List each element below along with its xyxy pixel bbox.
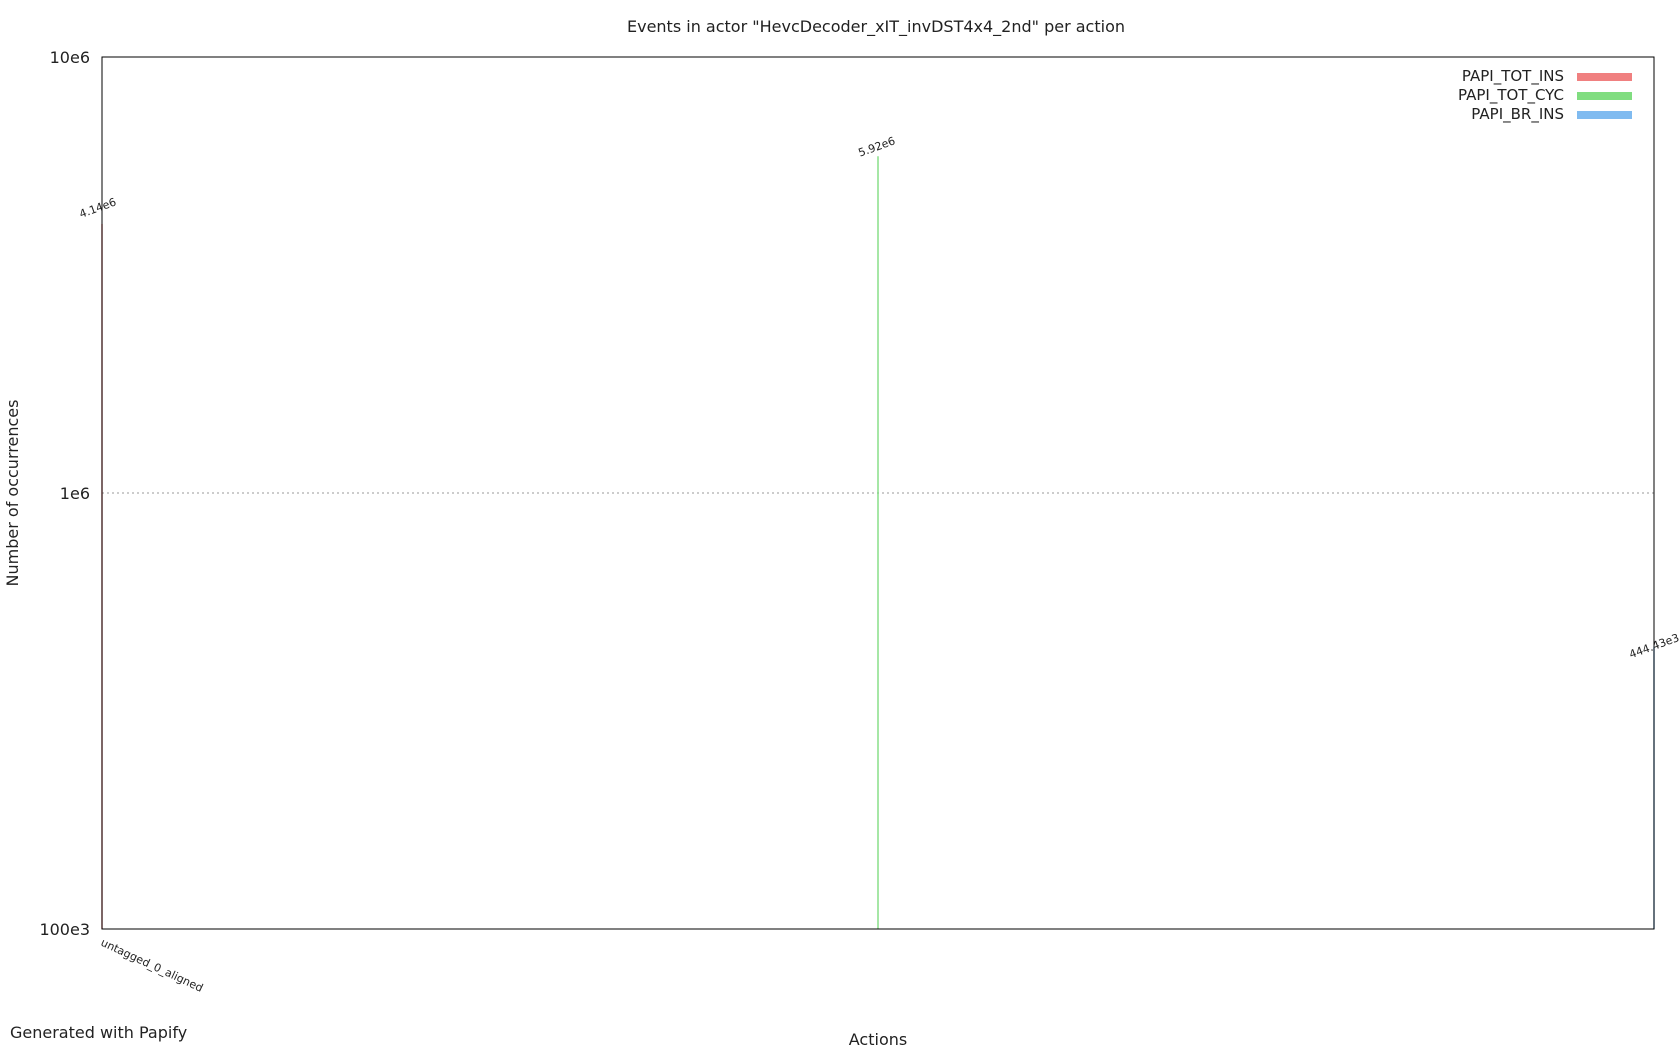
y-axis-ticks: 100e3 1e6 10e6 (39, 48, 90, 939)
x-axis-categories: untagged_0_aligned (99, 936, 205, 995)
y-tick-label: 10e6 (50, 48, 90, 67)
value-label-PAPI_TOT_INS: 4.14e6 (78, 196, 118, 221)
y-tick-label: 100e3 (39, 920, 90, 939)
plot-area (101, 56, 1655, 930)
bars (101, 156, 1655, 929)
y-axis-label: Number of occurrences (3, 400, 22, 587)
chart-title: Events in actor "HevcDecoder_xIT_invDST4… (627, 17, 1125, 37)
legend-label-PAPI_TOT_INS: PAPI_TOT_INS (1462, 67, 1564, 86)
legend-swatch-PAPI_TOT_INS (1577, 73, 1632, 81)
x-axis-label: Actions (849, 1030, 907, 1049)
legend-swatch-PAPI_TOT_CYC (1577, 92, 1632, 100)
value-label-PAPI_TOT_CYC: 5.92e6 (857, 134, 897, 159)
x-tick-label: untagged_0_aligned (99, 936, 205, 995)
footer-credit: Generated with Papify (10, 1023, 187, 1042)
legend-swatch-PAPI_BR_INS (1577, 111, 1632, 119)
legend-label-PAPI_TOT_CYC: PAPI_TOT_CYC (1458, 86, 1564, 105)
legend-label-PAPI_BR_INS: PAPI_BR_INS (1471, 105, 1564, 124)
y-tick-label: 1e6 (60, 484, 90, 503)
